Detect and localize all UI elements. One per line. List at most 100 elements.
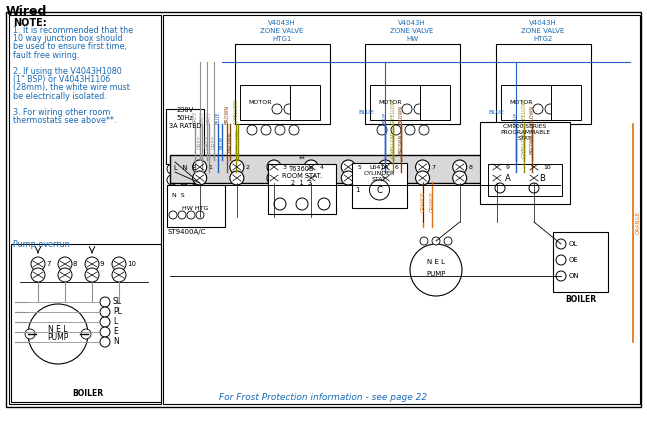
Circle shape <box>304 160 318 174</box>
Text: 6: 6 <box>395 165 399 170</box>
Bar <box>9 15 161 404</box>
Circle shape <box>267 160 281 174</box>
Text: be electrically isolated.: be electrically isolated. <box>13 92 107 100</box>
Text: PUMP: PUMP <box>426 271 446 277</box>
Bar <box>11 244 161 402</box>
Text: 7: 7 <box>46 261 50 267</box>
Text: C: C <box>377 186 382 195</box>
Text: For Frost Protection information - see page 22: For Frost Protection information - see p… <box>219 393 427 402</box>
Text: fault free wiring.: fault free wiring. <box>13 51 80 60</box>
Circle shape <box>556 255 566 265</box>
Circle shape <box>267 171 281 185</box>
Text: G/YELLOW: G/YELLOW <box>521 130 527 157</box>
Circle shape <box>179 175 189 185</box>
Text: ORANGE: ORANGE <box>421 192 426 212</box>
Bar <box>167 185 225 227</box>
Text: BLUE: BLUE <box>382 111 388 124</box>
Text: BLUE: BLUE <box>514 111 518 124</box>
Circle shape <box>191 164 201 174</box>
Bar <box>551 85 581 120</box>
Circle shape <box>527 160 541 174</box>
Text: BROWN: BROWN <box>225 105 230 124</box>
Text: PL: PL <box>113 308 122 316</box>
Text: 5: 5 <box>357 165 361 170</box>
Bar <box>240 85 292 120</box>
Text: MOTOR: MOTOR <box>248 100 272 105</box>
Circle shape <box>432 237 440 245</box>
Text: (28mm), the white wire must: (28mm), the white wire must <box>13 84 130 92</box>
Circle shape <box>81 329 91 339</box>
Bar <box>290 85 320 120</box>
Text: ORANGE: ORANGE <box>636 211 641 234</box>
Text: PUMP: PUMP <box>47 333 69 343</box>
Circle shape <box>261 125 271 135</box>
Text: 9: 9 <box>506 165 510 170</box>
Circle shape <box>100 337 110 347</box>
Text: HW HTG: HW HTG <box>182 206 208 211</box>
Circle shape <box>453 171 466 185</box>
Text: BROWN: BROWN <box>529 134 534 154</box>
Text: OL: OL <box>569 241 578 247</box>
Text: G/YELLOW: G/YELLOW <box>236 128 241 156</box>
Text: 7: 7 <box>432 165 435 170</box>
Circle shape <box>85 268 99 282</box>
Text: G/YELLOW: G/YELLOW <box>391 98 395 124</box>
Bar <box>166 109 204 164</box>
Text: BOILER: BOILER <box>72 389 104 398</box>
Text: (1" BSP) or V4043H1106: (1" BSP) or V4043H1106 <box>13 75 110 84</box>
Text: 1: 1 <box>209 165 213 170</box>
Text: GREY: GREY <box>193 111 197 124</box>
Circle shape <box>31 268 45 282</box>
Text: 2: 2 <box>246 165 250 170</box>
Circle shape <box>167 164 177 174</box>
Circle shape <box>187 211 195 219</box>
Text: ON: ON <box>569 273 580 279</box>
Circle shape <box>167 175 177 185</box>
Circle shape <box>100 327 110 337</box>
Circle shape <box>100 307 110 317</box>
Bar <box>501 85 553 120</box>
Circle shape <box>378 160 393 174</box>
Circle shape <box>296 198 308 210</box>
Text: Pump overrun: Pump overrun <box>13 240 70 249</box>
Text: CM900 SERIES
PROGRAMMABLE
STAT.: CM900 SERIES PROGRAMMABLE STAT. <box>500 124 550 141</box>
Circle shape <box>341 160 355 174</box>
Text: L: L <box>113 317 117 327</box>
Bar <box>352 163 407 208</box>
Circle shape <box>410 244 462 296</box>
Circle shape <box>369 180 389 200</box>
Text: V4043H
ZONE VALVE
HTG1: V4043H ZONE VALVE HTG1 <box>260 20 303 42</box>
Circle shape <box>495 183 505 193</box>
Bar <box>496 44 591 124</box>
Circle shape <box>377 125 387 135</box>
Text: NOTE:: NOTE: <box>13 18 47 28</box>
Text: A: A <box>505 173 511 182</box>
Text: G/YELLOW: G/YELLOW <box>391 130 395 157</box>
Text: BOILER: BOILER <box>565 295 596 304</box>
Circle shape <box>85 257 99 271</box>
Text: GREY: GREY <box>197 135 203 149</box>
Text: BLUE: BLUE <box>358 109 374 114</box>
Text: GREY: GREY <box>204 135 210 149</box>
Circle shape <box>341 171 355 185</box>
Circle shape <box>193 171 206 185</box>
Circle shape <box>58 268 72 282</box>
Circle shape <box>230 160 244 174</box>
Circle shape <box>508 125 518 135</box>
Text: BROWN: BROWN <box>399 105 404 124</box>
Text: BLUE: BLUE <box>488 109 504 114</box>
Text: N  S: N S <box>171 192 184 197</box>
Text: 2. If using the V4043H1080: 2. If using the V4043H1080 <box>13 67 122 76</box>
Circle shape <box>196 211 204 219</box>
Circle shape <box>402 104 412 114</box>
Bar <box>420 85 450 120</box>
Bar <box>170 155 560 183</box>
Circle shape <box>405 125 415 135</box>
Circle shape <box>318 198 330 210</box>
Circle shape <box>247 125 257 135</box>
Circle shape <box>284 104 294 114</box>
Text: be used to ensure first time,: be used to ensure first time, <box>13 42 127 51</box>
Text: OE: OE <box>569 257 579 263</box>
Circle shape <box>545 104 555 114</box>
Text: T6360B
ROOM STAT.
2  1  3: T6360B ROOM STAT. 2 1 3 <box>282 166 322 186</box>
